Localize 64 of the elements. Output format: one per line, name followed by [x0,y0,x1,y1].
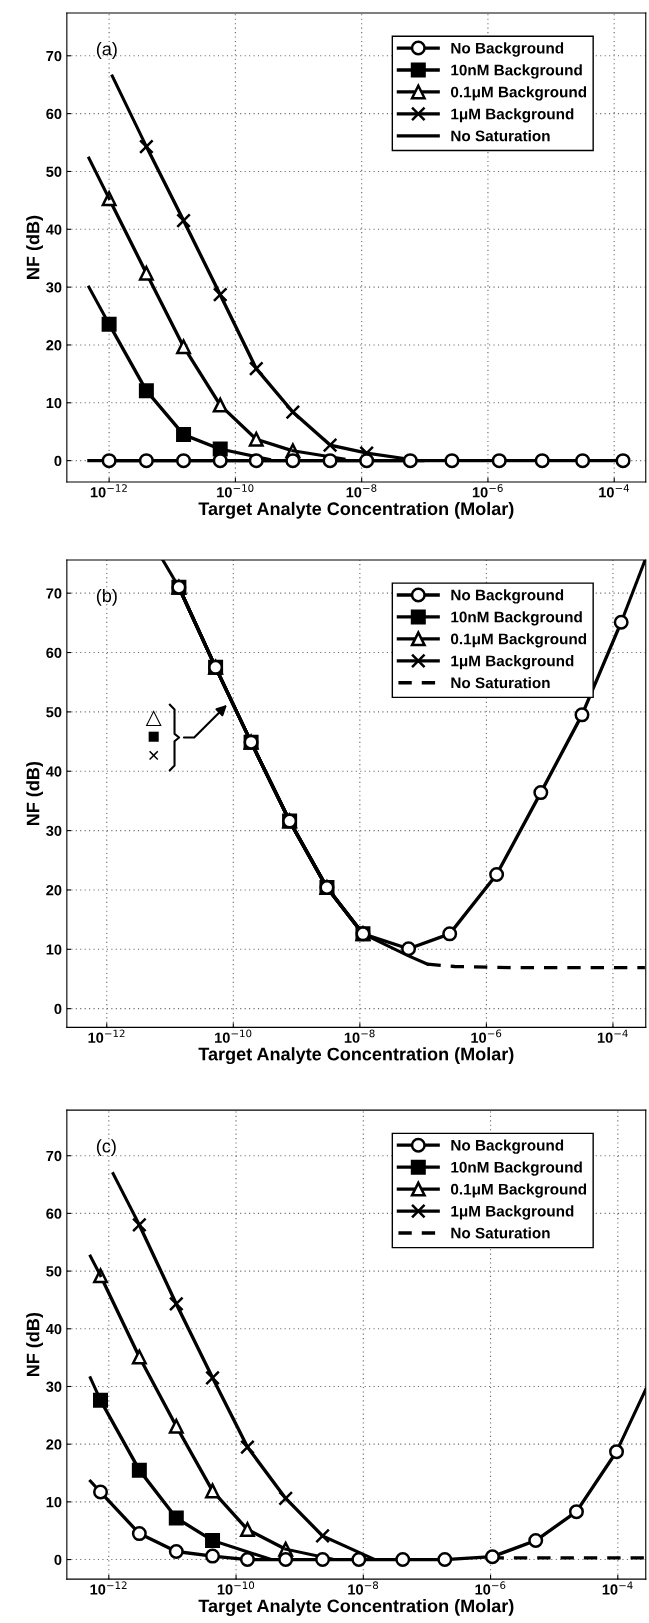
x-axis-title: Target Analyte Concentration (Molar) [198,1599,514,1616]
y-tick-label: 40 [45,224,62,235]
legend-label: 10nM Background [451,1161,582,1176]
y-tick-label: 50 [46,706,62,718]
y-tick-label: 30 [46,1381,62,1392]
legend-label: 0.1μM Background [450,633,587,648]
x-tick-label: 10$^{−4}$ [597,1029,628,1043]
x-tick-label: 10$^{−8}$ [348,1581,379,1595]
y-tick-label: 30 [46,825,62,837]
x-tick-label: 10$^{−8}$ [346,484,377,498]
x-axis-title: Target Analyte Concentration (Molar) [198,1047,514,1065]
legend-label: No Background [451,1139,564,1154]
y-tick-label: 40 [45,1323,62,1335]
legend-label: No Saturation [451,677,550,689]
y-axis-title: NF (dB) [26,1312,43,1377]
y-tick-label: 20 [46,340,62,351]
legend-label: 0.1μM Background [450,86,587,101]
legend-label: No Saturation [451,130,550,142]
y-tick-label: 50 [46,166,62,177]
x-tick-label: 10$^{−6}$ [472,484,503,498]
y-tick-label: 20 [46,885,62,896]
annotation: (a) [96,42,117,59]
legend-label: 1μM Background [451,108,574,123]
x-tick-label: 10$^{−12}$ [88,1029,125,1043]
legend-label: 10nM Background [451,611,582,626]
y-tick-label: 70 [46,50,62,62]
legend-label: 0.1μM Background [450,1183,587,1198]
y-tick-label: 10 [46,1496,62,1508]
y-tick-label: 60 [46,647,62,658]
y-axis-title: NF (dB) [26,215,43,279]
legend-label: No Saturation [451,1227,550,1239]
annotation: △ ■ × [145,710,162,761]
x-tick-label: 10$^{−12}$ [90,484,127,498]
y-tick-label: 0 [54,455,62,467]
annotation: (b) [96,588,117,606]
legend-label: No Background [451,589,564,604]
legend-label: 1μM Background [451,1205,574,1220]
y-tick-label: 30 [46,282,62,293]
x-axis-title: Target Analyte Concentration (Molar) [198,501,514,519]
y-tick-label: 70 [46,588,62,599]
y-tick-label: 60 [46,108,62,120]
y-axis-title: NF (dB) [26,761,43,826]
y-tick-label: 50 [46,1266,62,1277]
y-tick-label: 0 [54,1554,62,1565]
y-tick-label: 40 [45,766,62,777]
y-tick-label: 60 [46,1208,62,1219]
x-tick-label: 10$^{−4}$ [602,1581,633,1595]
annotation: (c) [96,1139,116,1157]
y-tick-label: 70 [46,1150,62,1162]
y-tick-label: 0 [54,1003,62,1015]
x-tick-label: 10$^{−10}$ [215,1029,252,1043]
x-tick-label: 10$^{−8}$ [344,1029,375,1043]
y-tick-label: 10 [46,397,62,409]
x-tick-label: 10$^{−6}$ [475,1581,506,1595]
legend-label: 10nM Background [451,64,582,79]
x-tick-label: 10$^{−12}$ [90,1581,127,1595]
x-tick-label: 10$^{−6}$ [471,1029,502,1043]
legend-label: 1μM Background [451,655,574,670]
x-tick-label: 10$^{−10}$ [217,1581,255,1595]
y-tick-label: 20 [46,1439,62,1450]
legend-label: No Background [451,42,564,57]
y-tick-label: 10 [46,944,62,955]
x-tick-label: 10$^{−4}$ [599,484,630,498]
x-tick-label: 10$^{−10}$ [217,484,254,498]
